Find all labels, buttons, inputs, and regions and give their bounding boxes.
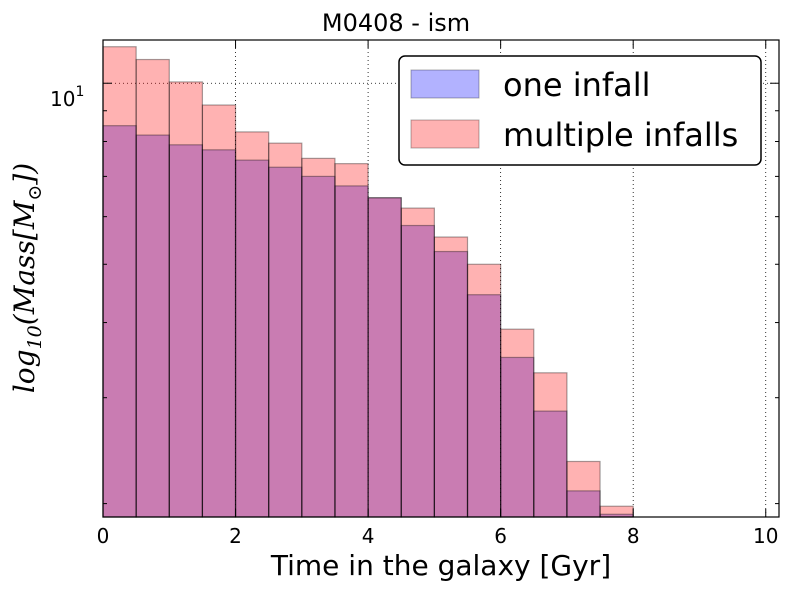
bar-multiple-infalls	[467, 264, 501, 517]
x-tick-label: 0	[97, 524, 110, 548]
bar-one-infall	[500, 357, 534, 517]
bar-multiple-infalls	[566, 461, 601, 517]
bar-multiple-infalls	[500, 329, 534, 517]
plot-frame	[102, 39, 780, 518]
legend-box	[398, 55, 762, 166]
bar-multiple-infalls	[334, 163, 369, 517]
bar-one-infall	[268, 167, 302, 517]
bar-one-infall	[368, 197, 402, 518]
x-tick-label: 4	[362, 524, 375, 548]
x-axis-label: Time in the galaxy [Gyr]	[270, 549, 611, 582]
series-multiple-infalls-bars	[103, 46, 634, 518]
bar-multiple-infalls	[401, 208, 435, 517]
y-tick-label: 101	[50, 84, 84, 111]
bar-one-infall	[202, 149, 236, 517]
bar-multiple-infalls	[301, 158, 335, 518]
x-tick-label: 8	[627, 524, 640, 548]
bar-multiple-infalls	[202, 105, 236, 517]
bar-one-infall	[600, 514, 634, 517]
bar-one-infall	[401, 225, 435, 517]
bar-one-infall	[169, 144, 203, 517]
bar-one-infall	[235, 160, 269, 517]
x-tick-labels: 0 2 4 6 8 10	[97, 524, 779, 548]
bar-multiple-infalls	[169, 81, 203, 517]
bar-multiple-infalls	[434, 237, 468, 518]
legend-label-one-infall: one infall	[503, 66, 651, 104]
bar-one-infall	[434, 251, 468, 517]
bar-one-infall	[136, 135, 170, 517]
x-tick-label: 2	[229, 524, 242, 548]
bar-one-infall	[533, 411, 567, 517]
axis-ticks	[102, 40, 779, 517]
bar-multiple-infalls	[103, 46, 137, 518]
bar-multiple-infalls	[533, 372, 567, 517]
bar-multiple-infalls	[600, 506, 634, 517]
bar-one-infall	[566, 490, 601, 517]
y-axis-label: log10(Mass[M⊙])	[8, 163, 46, 393]
legend-swatch-multiple-infalls	[410, 119, 480, 149]
bar-one-infall	[301, 176, 335, 517]
bar-one-infall	[103, 125, 137, 517]
bar-multiple-infalls	[235, 131, 269, 518]
legend: one infall multiple infalls	[398, 55, 762, 166]
legend-label-multiple-infalls: multiple infalls	[503, 116, 738, 154]
bar-multiple-infalls	[268, 143, 302, 517]
bar-multiple-infalls	[136, 59, 170, 517]
bar-one-infall	[334, 185, 369, 518]
x-tick-label: 10	[753, 524, 778, 548]
grid-lines	[103, 40, 779, 517]
legend-swatch-one-infall	[410, 69, 480, 99]
series-one-infall-bars	[103, 125, 634, 518]
bar-multiple-infalls	[368, 197, 402, 518]
chart-title: M0408 - ism	[322, 9, 470, 37]
x-tick-label: 6	[494, 524, 507, 548]
bar-one-infall	[467, 294, 501, 517]
